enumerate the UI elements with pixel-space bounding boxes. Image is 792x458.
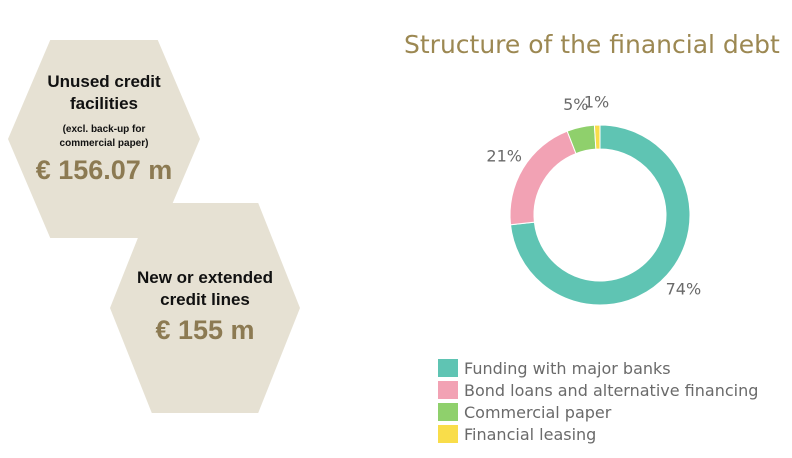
unused-credit-hexagon: Unused credit facilities (excl. back-up …	[8, 40, 200, 238]
chart-legend: Funding with major banks Bond loans and …	[438, 357, 758, 445]
unused-credit-heading: Unused credit facilities	[47, 72, 161, 113]
legend-item-commercial-paper: Commercial paper	[438, 401, 758, 423]
legend-swatch-leasing	[438, 425, 458, 443]
label-bonds: 21%	[486, 147, 522, 166]
slice-banks	[509, 124, 691, 306]
legend-label-commercial-paper: Commercial paper	[464, 402, 612, 422]
chart-title: Structure of the financial debt	[404, 30, 780, 59]
legend-label-banks: Funding with major banks	[464, 358, 671, 378]
unused-credit-value: € 156.07 m	[35, 155, 173, 185]
legend-item-banks: Funding with major banks	[438, 357, 758, 379]
new-credit-value: € 155 m	[155, 315, 255, 345]
unused-credit-note: (excl. back-up for commercial paper)	[59, 124, 149, 149]
new-credit-hexagon: New or extended credit lines € 155 m	[110, 203, 300, 413]
label-leasing: 1%	[584, 93, 609, 112]
label-commercial-paper: 5%	[563, 95, 588, 114]
legend-item-bonds: Bond loans and alternative financing	[438, 379, 758, 401]
slice-leasing	[593, 124, 601, 150]
legend-label-leasing: Financial leasing	[464, 424, 597, 444]
legend-swatch-banks	[438, 359, 458, 377]
slice-bonds	[509, 130, 577, 226]
legend-swatch-commercial-paper	[438, 403, 458, 421]
legend-item-leasing: Financial leasing	[438, 423, 758, 445]
label-banks: 74%	[666, 279, 702, 298]
new-credit-heading: New or extended credit lines	[136, 268, 274, 309]
legend-swatch-bonds	[438, 381, 458, 399]
donut-chart: 74% 21% 5%1%	[486, 93, 702, 306]
legend-label-bonds: Bond loans and alternative financing	[464, 380, 759, 400]
